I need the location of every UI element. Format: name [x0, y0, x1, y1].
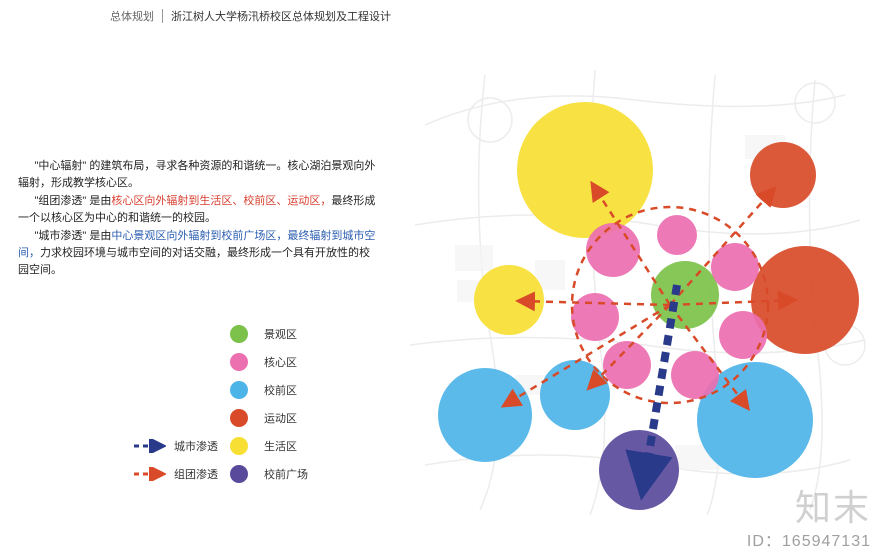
arrow-icon	[132, 439, 166, 453]
legend-label: 核心区	[264, 354, 297, 370]
header-title: 浙江树人大学杨汛桥校区总体规划及工程设计	[171, 8, 391, 24]
legend-item: 校前广场	[230, 465, 308, 483]
legend-item: 校前区	[230, 381, 308, 399]
legend-swatch	[230, 437, 248, 455]
legend-swatch	[230, 381, 248, 399]
legend-arrow-item: 城市渗透	[132, 437, 218, 455]
legend-item: 运动区	[230, 409, 308, 427]
legend-item: 景观区	[230, 325, 308, 343]
header-category: 总体规划	[110, 8, 154, 24]
watermark-text: 知末	[795, 479, 871, 531]
paragraph-2: "组团渗透" 是由核心区向外辐射到生活区、校前区、运动区，最终形成一个以核心区为…	[18, 193, 378, 227]
description-block: "中心辐射" 的建筑布局，寻求各种资源的和谐统一。核心湖泊景观向外辐射，形成教学…	[18, 158, 378, 280]
legend-swatch	[230, 325, 248, 343]
legend: 景观区核心区校前区运动区生活区校前广场城市渗透组团渗透	[230, 325, 308, 493]
paragraph-3: "城市渗透" 是由中心景观区向外辐射到校前广场区，最终辐射到城市空间，力求校园环…	[18, 228, 378, 279]
paragraph-1: "中心辐射" 的建筑布局，寻求各种资源的和谐统一。核心湖泊景观向外辐射，形成教学…	[18, 158, 378, 192]
legend-swatch	[230, 465, 248, 483]
legend-item: 生活区	[230, 437, 308, 455]
header-divider	[162, 9, 163, 23]
watermark-id: ID：165947131	[747, 527, 871, 551]
legend-label: 校前区	[264, 382, 297, 398]
arrow-icon	[132, 467, 166, 481]
legend-label: 生活区	[264, 438, 297, 454]
legend-label: 城市渗透	[174, 438, 218, 454]
legend-swatch	[230, 409, 248, 427]
page-header: 总体规划 浙江树人大学杨汛桥校区总体规划及工程设计	[110, 8, 391, 24]
campus-diagram	[395, 45, 875, 525]
legend-swatch	[230, 353, 248, 371]
arrow-layer	[395, 45, 875, 525]
legend-label: 组团渗透	[174, 466, 218, 482]
legend-label: 校前广场	[264, 466, 308, 482]
legend-label: 运动区	[264, 410, 297, 426]
legend-label: 景观区	[264, 326, 297, 342]
legend-arrow-item: 组团渗透	[132, 465, 218, 483]
legend-item: 核心区	[230, 353, 308, 371]
